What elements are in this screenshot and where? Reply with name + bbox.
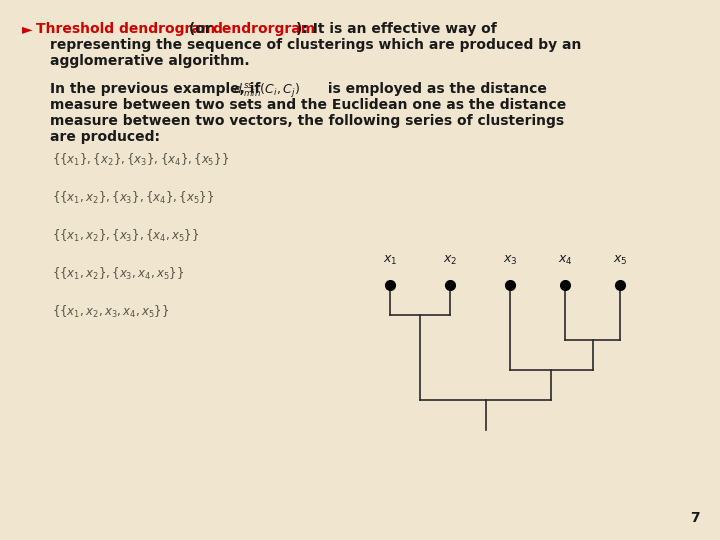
Text: representing the sequence of clusterings which are produced by an: representing the sequence of clusterings…	[50, 38, 581, 52]
Text: ): It is an effective way of: ): It is an effective way of	[296, 22, 497, 36]
Text: $\{\{x_1,x_2\},\{x_3\},\{x_4,x_5\}\}$: $\{\{x_1,x_2\},\{x_3\},\{x_4,x_5\}\}$	[52, 228, 199, 244]
Text: is employed as the distance: is employed as the distance	[323, 82, 547, 96]
Text: measure between two sets and the Euclidean one as the distance: measure between two sets and the Euclide…	[50, 98, 566, 112]
Text: $x_1$: $x_1$	[383, 254, 397, 267]
Text: 7: 7	[690, 511, 700, 525]
Text: Threshold dendrogram: Threshold dendrogram	[36, 22, 215, 36]
Text: $\{\{x_1,x_2\},\{x_3,x_4,x_5\}\}$: $\{\{x_1,x_2\},\{x_3,x_4,x_5\}\}$	[52, 266, 184, 282]
Text: $\{\{x_1,x_2,x_3,x_4,x_5\}\}$: $\{\{x_1,x_2,x_3,x_4,x_5\}\}$	[52, 304, 169, 320]
Text: agglomerative algorithm.: agglomerative algorithm.	[50, 54, 250, 68]
Text: $\{\{x_1\},\{x_2\},\{x_3\},\{x_4\},\{x_5\}\}$: $\{\{x_1\},\{x_2\},\{x_3\},\{x_4\},\{x_5…	[52, 152, 229, 168]
Text: measure between two vectors, the following series of clusterings: measure between two vectors, the followi…	[50, 114, 564, 128]
Text: ►: ►	[22, 22, 32, 36]
Text: In the previous example, if: In the previous example, if	[50, 82, 265, 96]
Text: $x_3$: $x_3$	[503, 254, 517, 267]
Text: $d\,^{ss}_{min}(C_i, C_j)$: $d\,^{ss}_{min}(C_i, C_j)$	[233, 82, 300, 100]
Text: $x_4$: $x_4$	[558, 254, 572, 267]
Text: $\{\{x_1,x_2\},\{x_3\},\{x_4\},\{x_5\}\}$: $\{\{x_1,x_2\},\{x_3\},\{x_4\},\{x_5\}\}…	[52, 190, 214, 206]
Text: $x_2$: $x_2$	[443, 254, 457, 267]
Text: (or: (or	[184, 22, 217, 36]
Text: $x_5$: $x_5$	[613, 254, 627, 267]
Text: dendrorgram: dendrorgram	[212, 22, 315, 36]
Text: are produced:: are produced:	[50, 130, 160, 144]
